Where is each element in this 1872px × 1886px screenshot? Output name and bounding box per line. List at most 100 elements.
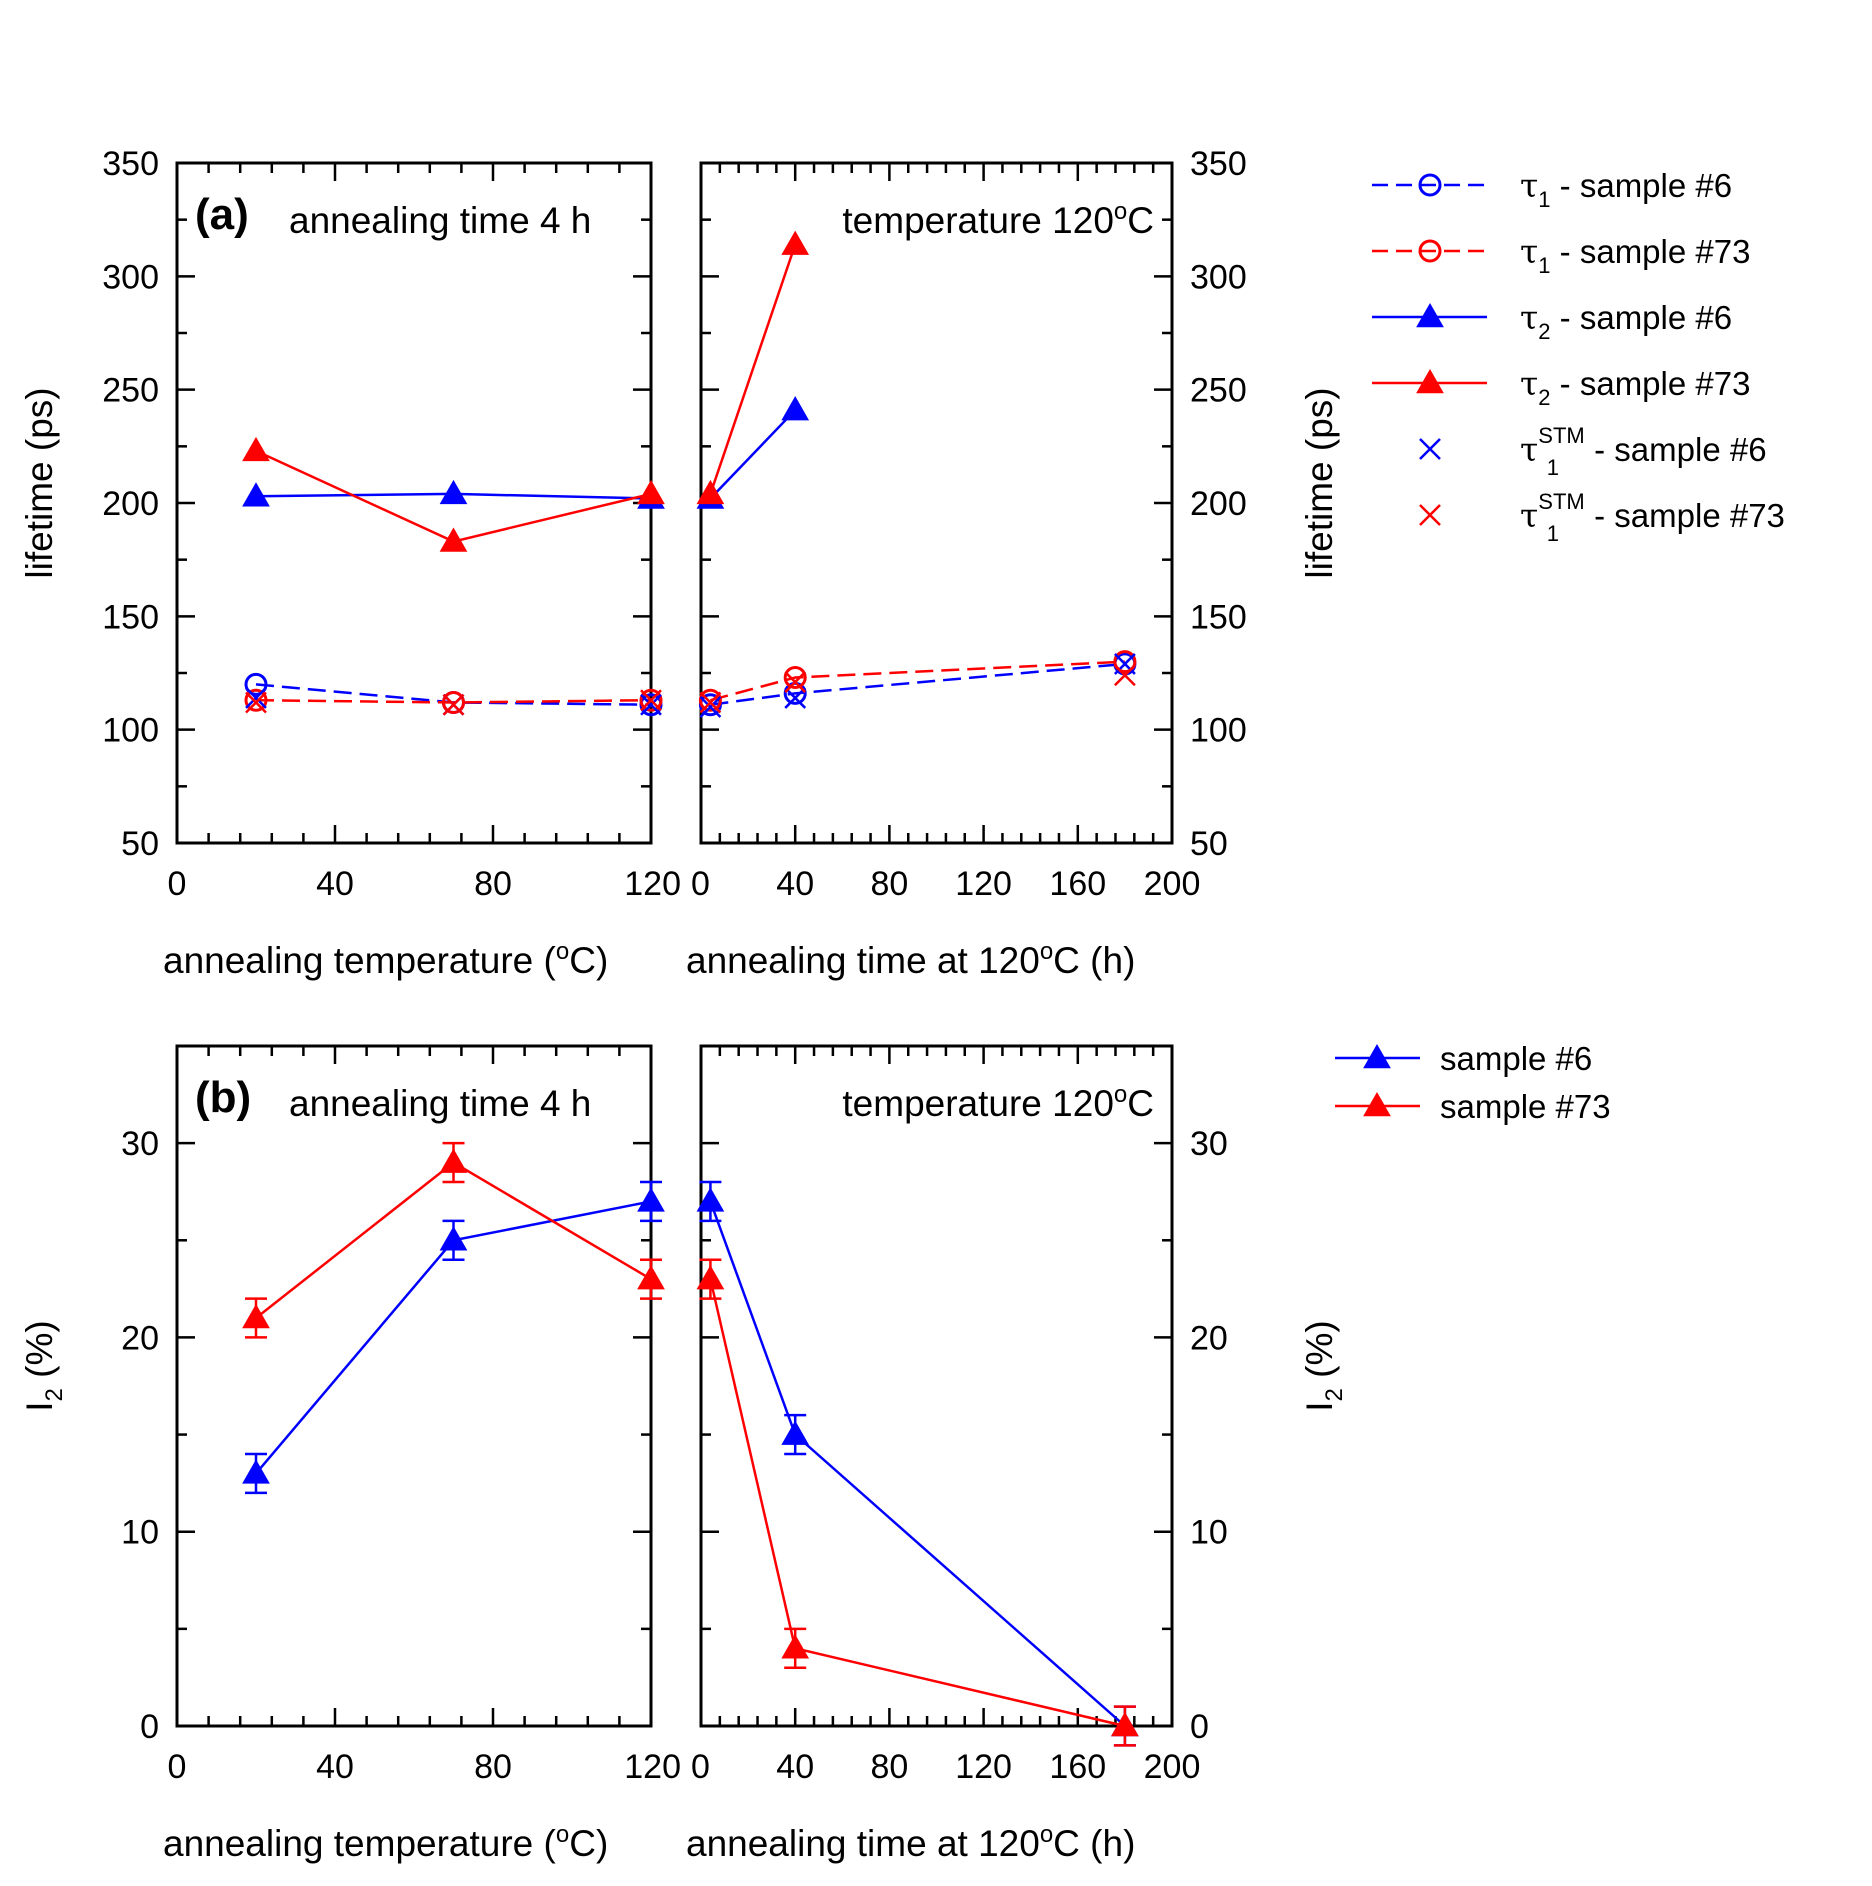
chart-panel-a-right: 0 40 80 120 160 20050100150200250300350lifeti… [686,145,1340,981]
legend-a: τ1 - sample #6 τ1 - sample #73 τ2 - sample… [1372,166,1785,546]
data-point [1114,653,1136,675]
data-point [439,1226,468,1251]
data-point [637,1265,665,1290]
data-point [637,479,665,505]
x-tick-label: 40 [776,865,814,903]
series-line [709,244,797,495]
series-red-triangle [696,230,810,505]
legend-a-item: τ1 - sample #6 [1372,166,1732,212]
data-point [442,693,465,716]
x-tick-label: 160 [1049,865,1106,903]
data-point [784,671,807,693]
y-tick-label: 50 [121,825,159,863]
x-tick-label: 40 [316,1748,354,1786]
series-blue-x [699,653,1136,718]
y-tick-label: 150 [1190,598,1247,636]
series-blue-triangle [242,1180,665,1495]
chart-panel-b-left: 0 40 80 120 0 10 20 30 I2 (%) annealing temperatu… [19,1044,681,1864]
y-tick-label: 350 [102,145,159,183]
x-tick-label: 120 [955,865,1012,903]
plot-frame [175,1044,653,1728]
x-tick-label: 160 [1049,1748,1106,1786]
y-tick-label: 20 [1190,1319,1228,1357]
legend-label: τSTM 1 - sample #6 [1520,423,1767,480]
series-red-circle [244,688,663,714]
series-red-x [699,664,1136,714]
legend-label: τ2 - sample #73 [1520,364,1750,410]
y-tick-label: 20 [121,1319,159,1357]
data-point [784,687,807,709]
series-blue-circle [244,672,663,717]
data-point [439,479,468,505]
x-tick-label: 40 [776,1748,814,1786]
y-axis-title: lifetime (ps) [1299,387,1340,578]
data-point [781,230,810,255]
legend-a-item: τSTM 1 - sample #6 [1419,423,1767,480]
series-line [709,1278,1126,1728]
y-tick-label: 200 [1190,485,1247,523]
x-tick-label: 40 [316,865,354,903]
y-axis-title: I2 (%) [19,1320,68,1411]
legend-b-item: sample #73 [1335,1088,1611,1125]
x-tick-label: 0 [691,1748,710,1786]
series-red-circle [698,650,1137,712]
series-line [709,409,797,500]
x-tick-label: 200 [1144,1748,1201,1786]
data-point [781,1634,810,1659]
plot-frame [699,1044,1174,1728]
panel-annotation: temperature 120oC [842,1081,1154,1124]
data-point [640,689,662,712]
data-point [439,1148,468,1173]
y-tick-label: 50 [1190,825,1228,863]
panel-label: (b) [195,1073,251,1122]
legend-marker [1418,173,1442,197]
legend-label: τ1 - sample #6 [1520,166,1732,212]
series-red-triangle [242,1141,665,1339]
x-tick-label: 0 [168,1748,187,1786]
x-axis-title: annealing temperature (oC) [163,1821,608,1864]
data-point [1114,664,1136,687]
data-point [781,396,810,421]
x-tick-label: 120 [624,1748,681,1786]
data-point [639,688,663,712]
y-tick-label: 0 [1190,1708,1209,1746]
legend-marker [1416,368,1444,394]
legend-marker [1363,1091,1391,1117]
data-point [242,1459,270,1484]
series-blue-triangle [696,1180,1139,1747]
legend-b: sample #6 sample #73 [1335,1040,1611,1125]
legend-label: τ2 - sample #6 [1520,298,1732,344]
data-point [637,1187,665,1212]
data-point [699,691,722,714]
data-point [242,1303,270,1329]
data-point [696,479,725,505]
legend-label: sample #6 [1440,1040,1592,1077]
panel-annotation: temperature 120oC [842,198,1154,241]
data-point [242,436,270,462]
legend-marker [1419,504,1441,526]
data-point [245,687,267,709]
y-tick-label: 10 [1190,1514,1228,1552]
y-tick-label: 10 [121,1514,159,1552]
y-axis-title: lifetime (ps) [19,387,60,578]
plot-frame [699,161,1174,845]
x-axis-title: annealing temperature (oC) [163,938,608,981]
legend-marker [1416,302,1444,328]
y-tick-label: 30 [121,1125,159,1163]
y-tick-label: 100 [1190,712,1247,750]
data-point [698,688,722,712]
x-axis-title: annealing time at 120oC (h) [686,938,1135,981]
data-point [442,690,465,714]
x-axis-title: annealing time at 120oC (h) [686,1821,1135,1864]
panel-annotation: annealing time 4 h [289,200,591,241]
panel-annotation: annealing time 4 h [289,1083,591,1124]
data-point [696,1187,725,1212]
data-point [439,527,468,552]
y-tick-label: 0 [140,1708,159,1746]
panel-label: (a) [195,190,249,239]
y-tick-label: 30 [1190,1125,1228,1163]
chart-panel-a-left: 0 40 80 120 50 100 150 200 250 300 350 lifetime (ps… [19,145,681,981]
data-point [699,696,722,718]
y-tick-label: 250 [102,372,159,410]
